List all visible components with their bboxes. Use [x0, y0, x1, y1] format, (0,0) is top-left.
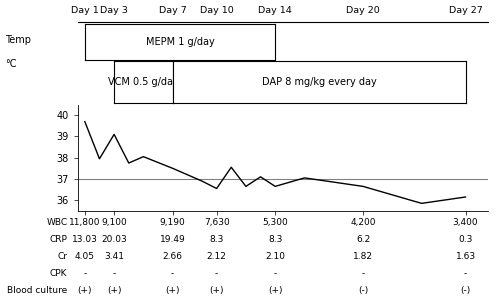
- Text: 7,630: 7,630: [204, 218, 230, 227]
- Text: Day 14: Day 14: [258, 6, 292, 15]
- Text: MEPM 1 g/day: MEPM 1 g/day: [146, 37, 214, 47]
- Text: 9,190: 9,190: [160, 218, 186, 227]
- Text: 1.82: 1.82: [353, 252, 373, 261]
- Text: (+): (+): [78, 286, 92, 295]
- Text: -: -: [215, 269, 218, 278]
- Text: -: -: [362, 269, 364, 278]
- Text: -: -: [112, 269, 116, 278]
- Text: DAP 8 mg/kg every day: DAP 8 mg/kg every day: [262, 77, 376, 87]
- Text: Day 3: Day 3: [100, 6, 128, 15]
- Text: Day 7: Day 7: [159, 6, 186, 15]
- Text: (+): (+): [268, 286, 282, 295]
- Text: (-): (-): [460, 286, 470, 295]
- Text: Day 10: Day 10: [200, 6, 234, 15]
- Text: (+): (+): [210, 286, 224, 295]
- Text: Day 27: Day 27: [448, 6, 482, 15]
- Text: (+): (+): [107, 286, 122, 295]
- Text: 5,300: 5,300: [262, 218, 288, 227]
- Text: Day 20: Day 20: [346, 6, 380, 15]
- Text: Cr: Cr: [58, 252, 68, 261]
- Text: Day 1: Day 1: [71, 6, 99, 15]
- Text: CPK: CPK: [50, 269, 68, 278]
- Text: 19.49: 19.49: [160, 235, 186, 244]
- Text: 6.2: 6.2: [356, 235, 370, 244]
- Text: 3.41: 3.41: [104, 252, 124, 261]
- Text: 2.10: 2.10: [265, 252, 285, 261]
- Text: 8.3: 8.3: [210, 235, 224, 244]
- Text: 1.63: 1.63: [456, 252, 475, 261]
- Text: 13.03: 13.03: [72, 235, 98, 244]
- Text: (+): (+): [166, 286, 180, 295]
- Text: -: -: [464, 269, 467, 278]
- Text: -: -: [83, 269, 86, 278]
- Text: 20.03: 20.03: [101, 235, 127, 244]
- Text: 9,100: 9,100: [101, 218, 127, 227]
- Text: 3,400: 3,400: [452, 218, 478, 227]
- Text: WBC: WBC: [46, 218, 68, 227]
- Text: 0.3: 0.3: [458, 235, 472, 244]
- Text: -: -: [274, 269, 277, 278]
- Text: (-): (-): [358, 286, 368, 295]
- Text: Temp: Temp: [5, 35, 31, 45]
- Text: Blood culture: Blood culture: [7, 286, 68, 295]
- Text: 2.66: 2.66: [162, 252, 182, 261]
- Text: 4,200: 4,200: [350, 218, 376, 227]
- Text: °C: °C: [5, 59, 16, 69]
- Text: 11,800: 11,800: [69, 218, 100, 227]
- Text: 4.05: 4.05: [75, 252, 95, 261]
- Text: -: -: [171, 269, 174, 278]
- Text: VCM 0.5 g/day: VCM 0.5 g/day: [108, 77, 179, 87]
- Text: 2.12: 2.12: [206, 252, 227, 261]
- Text: CRP: CRP: [50, 235, 68, 244]
- Text: 8.3: 8.3: [268, 235, 282, 244]
